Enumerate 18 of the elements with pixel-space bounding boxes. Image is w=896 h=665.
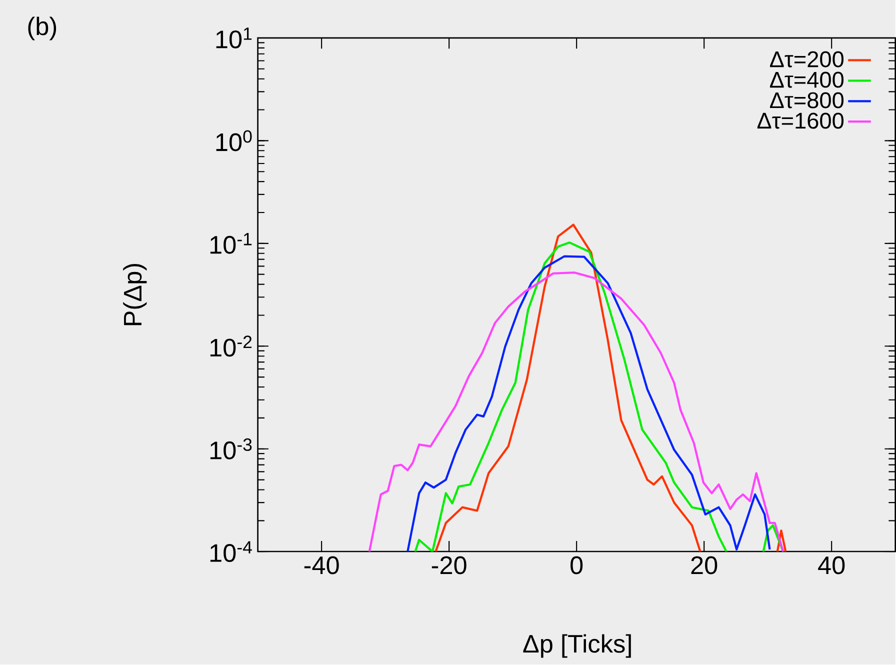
text: (b)	[28, 16, 56, 41]
y-tick-label: 10$^{-4}$	[210, 541, 252, 562]
x-tick-label: 20	[691, 556, 718, 574]
y-axis-title: P(Δp)	[123, 264, 147, 326]
x-tick-label: 40	[818, 556, 845, 574]
legend-label: Δτ=400	[770, 72, 844, 88]
legend-label: Δτ=800	[770, 92, 844, 109]
legend-label: Δτ=1600	[757, 112, 844, 130]
legend-label: Δτ=200	[770, 52, 844, 68]
y-tick-label: 10$^{0}$	[216, 130, 252, 152]
y-tick-label: 10$^{-2}$	[210, 336, 252, 357]
x-tick-label: -20	[432, 556, 466, 574]
x-tick-label: 0	[570, 556, 583, 574]
y-tick-label: 10$^{1}$	[216, 28, 252, 49]
y-tick-label: 10$^{-1}$	[210, 233, 252, 254]
x-tick-label: -40	[304, 556, 339, 574]
y-tick-label: 10$^{-3}$	[210, 438, 252, 460]
x-axis-title: Δp [Ticks]	[523, 634, 631, 658]
